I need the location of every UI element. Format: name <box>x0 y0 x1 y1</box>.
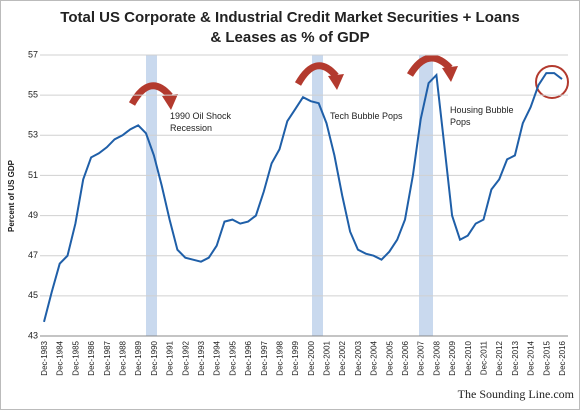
y-tick-label: 57 <box>28 49 38 59</box>
x-tick-label: Dec-2000 <box>307 340 316 375</box>
x-tick-label: Dec-1990 <box>150 340 159 375</box>
x-tick-label: Dec-1985 <box>71 340 80 375</box>
x-tick-label: Dec-2003 <box>354 340 363 375</box>
x-tick-label: Dec-1991 <box>166 340 175 375</box>
arrowhead <box>162 94 178 110</box>
chart-title: Total US Corporate & Industrial Credit M… <box>60 9 519 26</box>
y-axis-label: Percent of US GDP <box>7 159 16 232</box>
x-tick-label: Dec-1989 <box>134 340 143 375</box>
annotation: Tech Bubble Pops <box>330 111 403 121</box>
source: The Sounding Line.com <box>458 387 575 401</box>
arrow <box>406 54 453 77</box>
x-tick-label: Dec-2002 <box>338 340 347 375</box>
x-tick-label: Dec-2016 <box>558 340 567 375</box>
x-tick-label: Dec-1988 <box>118 340 127 375</box>
annotation: 1990 Oil Shock <box>170 111 232 121</box>
x-tick-label: Dec-2012 <box>495 340 504 375</box>
chart-title: & Leases as % of GDP <box>210 29 369 46</box>
recession-band <box>146 55 157 336</box>
x-tick-label: Dec-1998 <box>275 340 284 375</box>
x-tick-label: Dec-2008 <box>432 340 441 375</box>
y-tick-label: 47 <box>28 250 38 260</box>
x-tick-label: Dec-1983 <box>40 340 49 375</box>
x-tick-label: Dec-1992 <box>181 340 190 375</box>
x-tick-label: Dec-1984 <box>56 340 65 375</box>
x-tick-label: Dec-1986 <box>87 340 96 375</box>
annotation: Housing Bubble <box>450 105 514 115</box>
annotation: Recession <box>170 123 212 133</box>
y-tick-label: 45 <box>28 290 38 300</box>
arrows <box>128 54 453 106</box>
arrow <box>128 82 173 106</box>
x-tick-label: Dec-2007 <box>417 340 426 375</box>
series-line <box>43 72 563 323</box>
x-tick-label: Dec-2001 <box>323 340 332 375</box>
y-tick-label: 55 <box>28 90 38 100</box>
x-tick-label: Dec-2011 <box>480 340 489 375</box>
x-tick-label: Dec-2009 <box>448 340 457 375</box>
x-tick-label: Dec-1999 <box>291 340 300 375</box>
x-tick-label: Dec-2005 <box>385 340 394 375</box>
x-tick-label: Dec-2006 <box>401 340 410 375</box>
y-tick-label: 51 <box>28 170 38 180</box>
recession-band <box>312 55 323 336</box>
x-tick-label: Dec-1994 <box>213 340 222 375</box>
x-tick-label: Dec-2014 <box>527 340 536 375</box>
x-tick-label: Dec-2010 <box>464 340 473 375</box>
y-tick-label: 49 <box>28 210 38 220</box>
x-tick-label: Dec-1996 <box>244 340 253 375</box>
x-tick-label: Dec-1995 <box>228 340 237 375</box>
y-tick-label: 43 <box>28 330 38 340</box>
arrowhead <box>442 66 458 82</box>
x-tick-label: Dec-1987 <box>103 340 112 375</box>
highlight-circle <box>535 65 569 99</box>
arrowheads <box>162 66 458 110</box>
y-tick-label: 53 <box>28 130 38 140</box>
arrowhead <box>328 74 344 90</box>
x-tick-label: Dec-1997 <box>260 340 269 375</box>
recession-band <box>419 55 433 336</box>
x-tick-label: Dec-2015 <box>542 340 551 375</box>
x-tick-label: Dec-2004 <box>370 340 379 375</box>
x-tick-label: Dec-1993 <box>197 340 206 375</box>
x-tick-label: Dec-2013 <box>511 340 520 375</box>
annotation: Pops <box>450 117 471 127</box>
arrow <box>294 62 339 86</box>
